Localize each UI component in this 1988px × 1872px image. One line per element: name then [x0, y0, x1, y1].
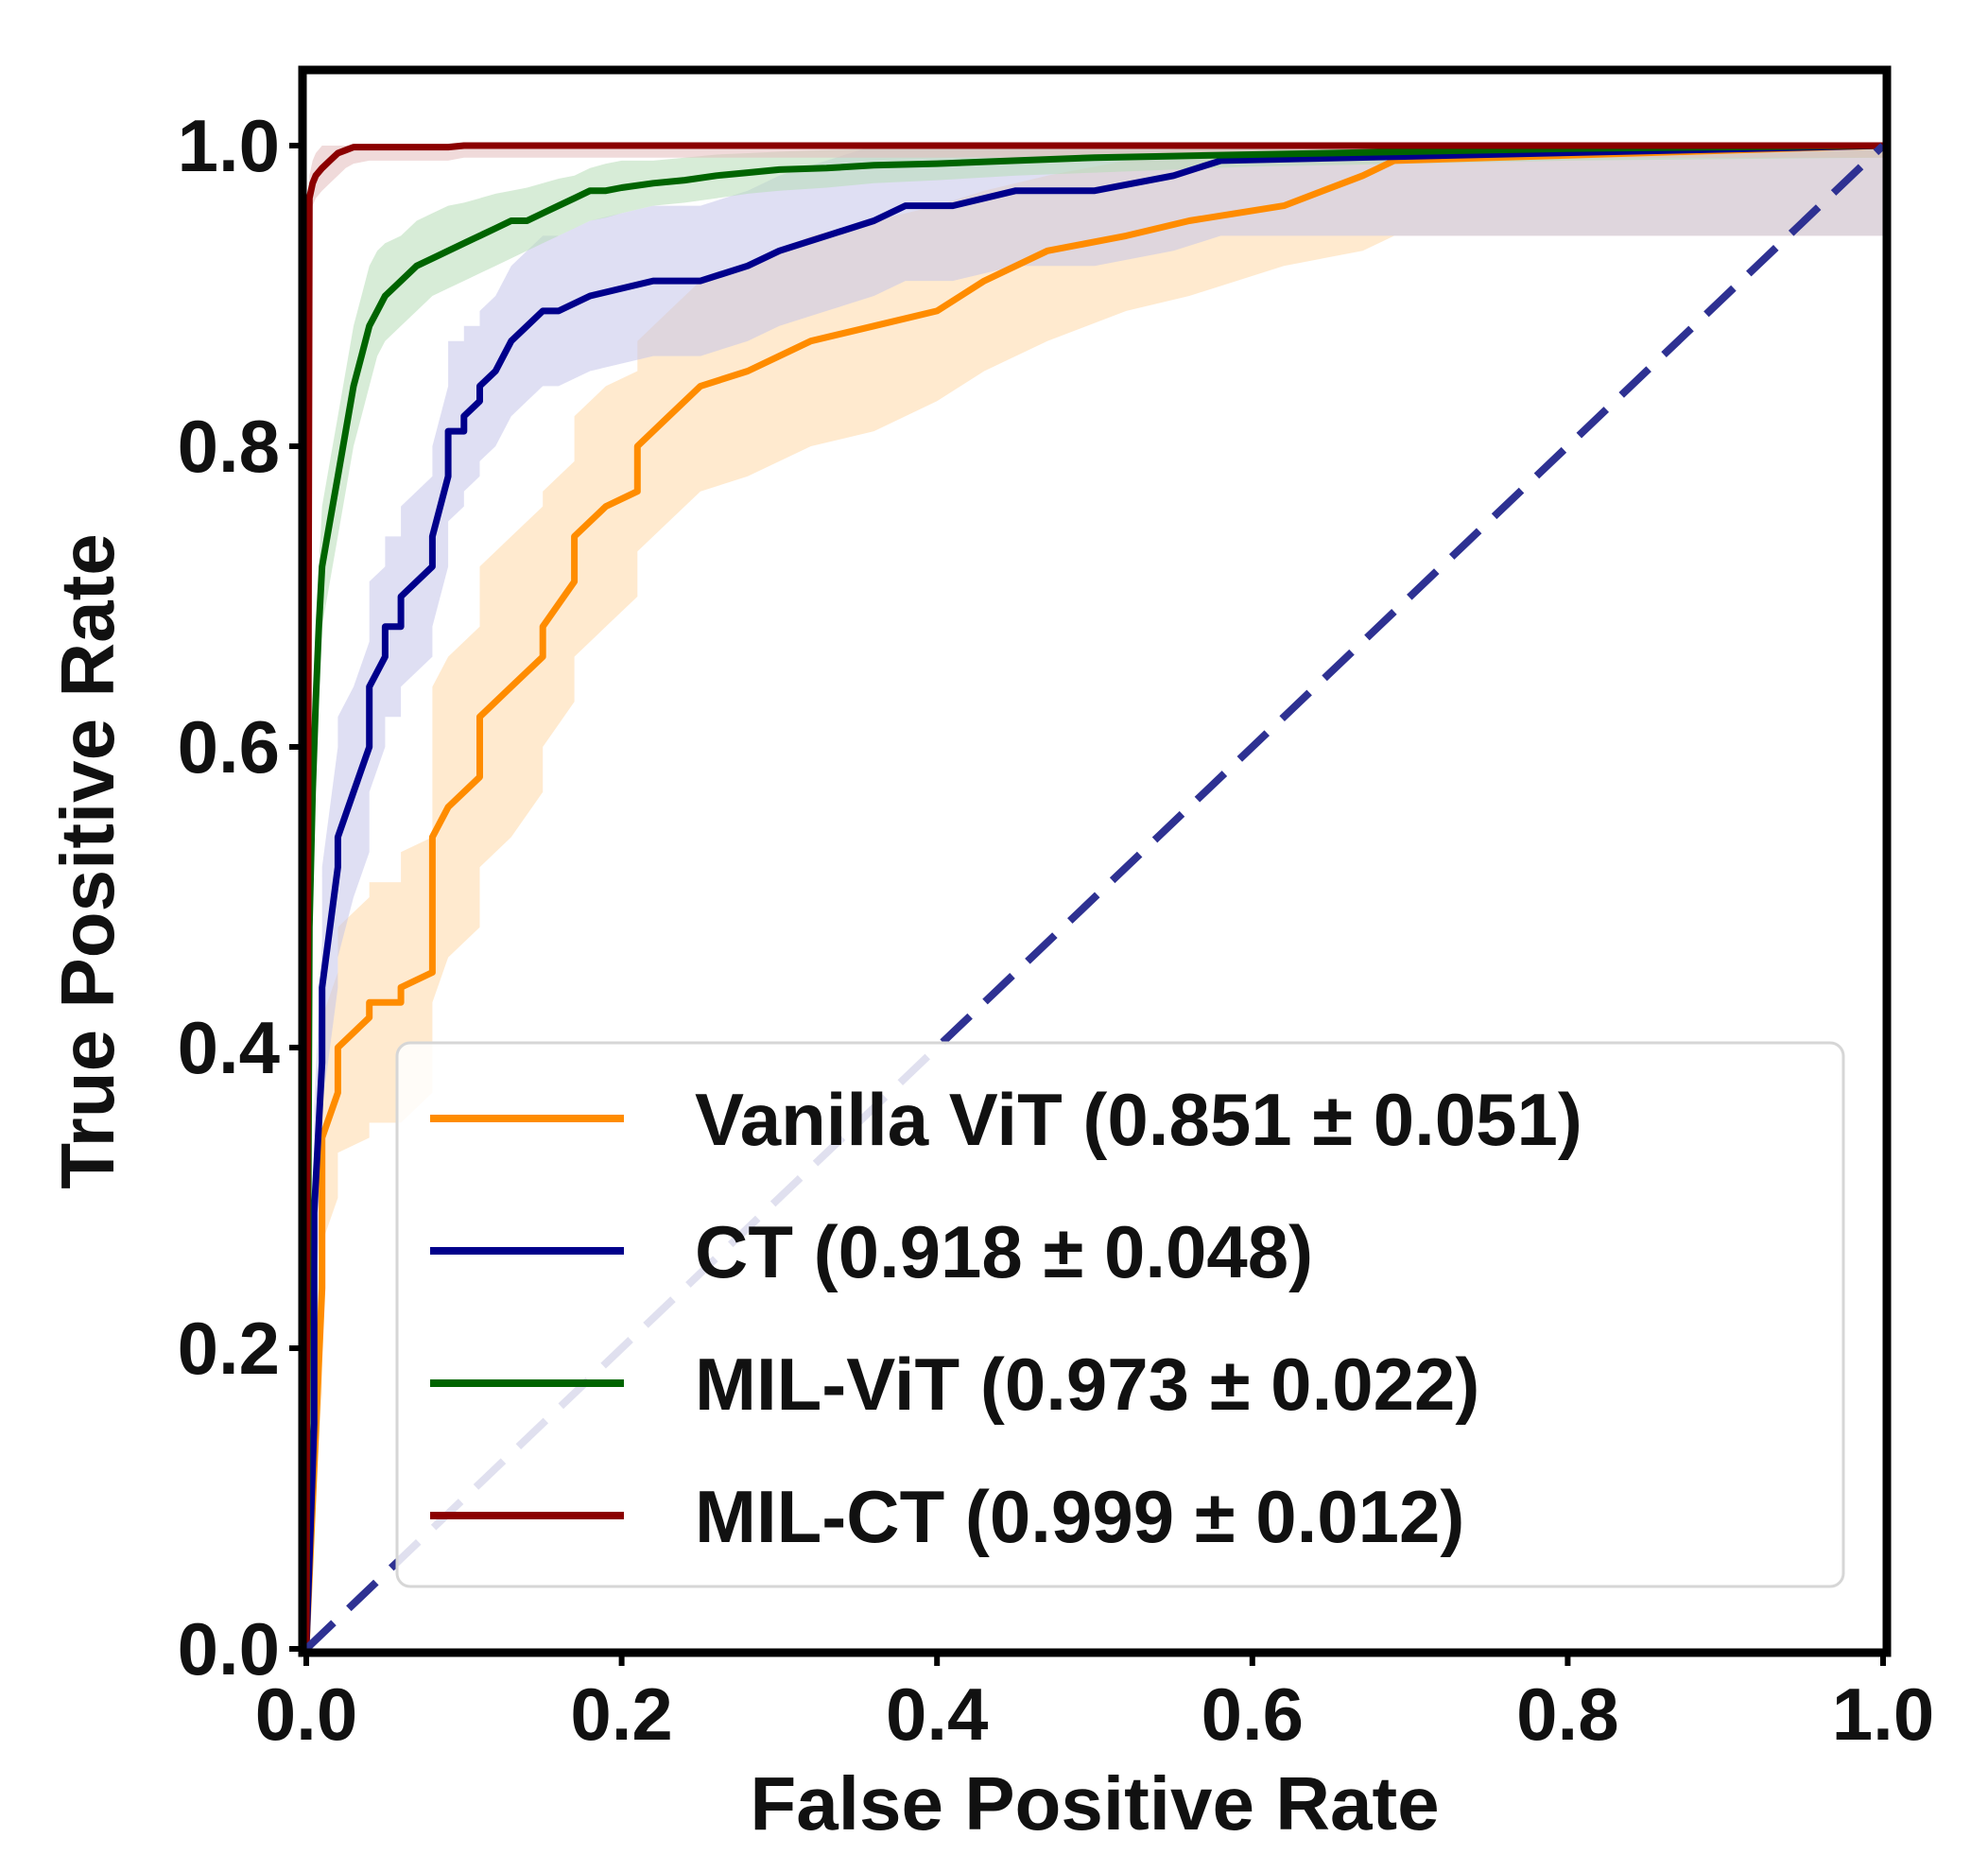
y-tick-label: 0.0 [178, 1607, 280, 1690]
x-axis-ticks: 0.0 0.2 0.4 0.6 0.8 1.0 [255, 1653, 1934, 1756]
legend-label-mil-vit: MIL-ViT (0.973 ± 0.022) [695, 1343, 1479, 1426]
vanilla-vit-roc-curve [303, 142, 1887, 1653]
x-tick-label: 0.2 [570, 1673, 672, 1756]
roc-curves [303, 142, 1887, 1653]
y-tick-label: 1.0 [178, 104, 280, 187]
x-tick-label: 0.8 [1516, 1673, 1618, 1756]
legend-box [395, 1041, 1845, 1588]
x-tick-label: 1.0 [1832, 1673, 1934, 1756]
y-tick-label: 0.6 [178, 705, 280, 789]
y-axis-label: True Positive Rate [45, 533, 130, 1189]
y-tick-label: 0.2 [178, 1307, 280, 1390]
x-tick-label: 0.0 [255, 1673, 357, 1756]
x-tick-label: 0.4 [886, 1673, 988, 1756]
legend-label-mil-ct: MIL-CT (0.999 ± 0.012) [695, 1475, 1464, 1558]
mil-ct-roc-curve [303, 142, 1887, 1653]
plot-frame [298, 65, 1892, 1657]
x-axis-label: False Positive Rate [750, 1761, 1439, 1846]
y-tick-label: 0.8 [178, 405, 280, 488]
y-axis-ticks: 0.0 0.2 0.4 0.6 0.8 1.0 [178, 104, 303, 1690]
legend-label-vanilla-vit: Vanilla ViT (0.851 ± 0.051) [695, 1078, 1582, 1161]
legend: Vanilla ViT (0.851 ± 0.051) CT (0.918 ± 0… [395, 1041, 1845, 1588]
x-tick-label: 0.6 [1201, 1673, 1304, 1756]
legend-label-ct: CT (0.918 ± 0.048) [695, 1210, 1313, 1293]
mil-vit-roc-curve [303, 142, 1887, 1653]
y-tick-label: 0.4 [178, 1006, 280, 1089]
ct-roc-curve [303, 142, 1887, 1653]
